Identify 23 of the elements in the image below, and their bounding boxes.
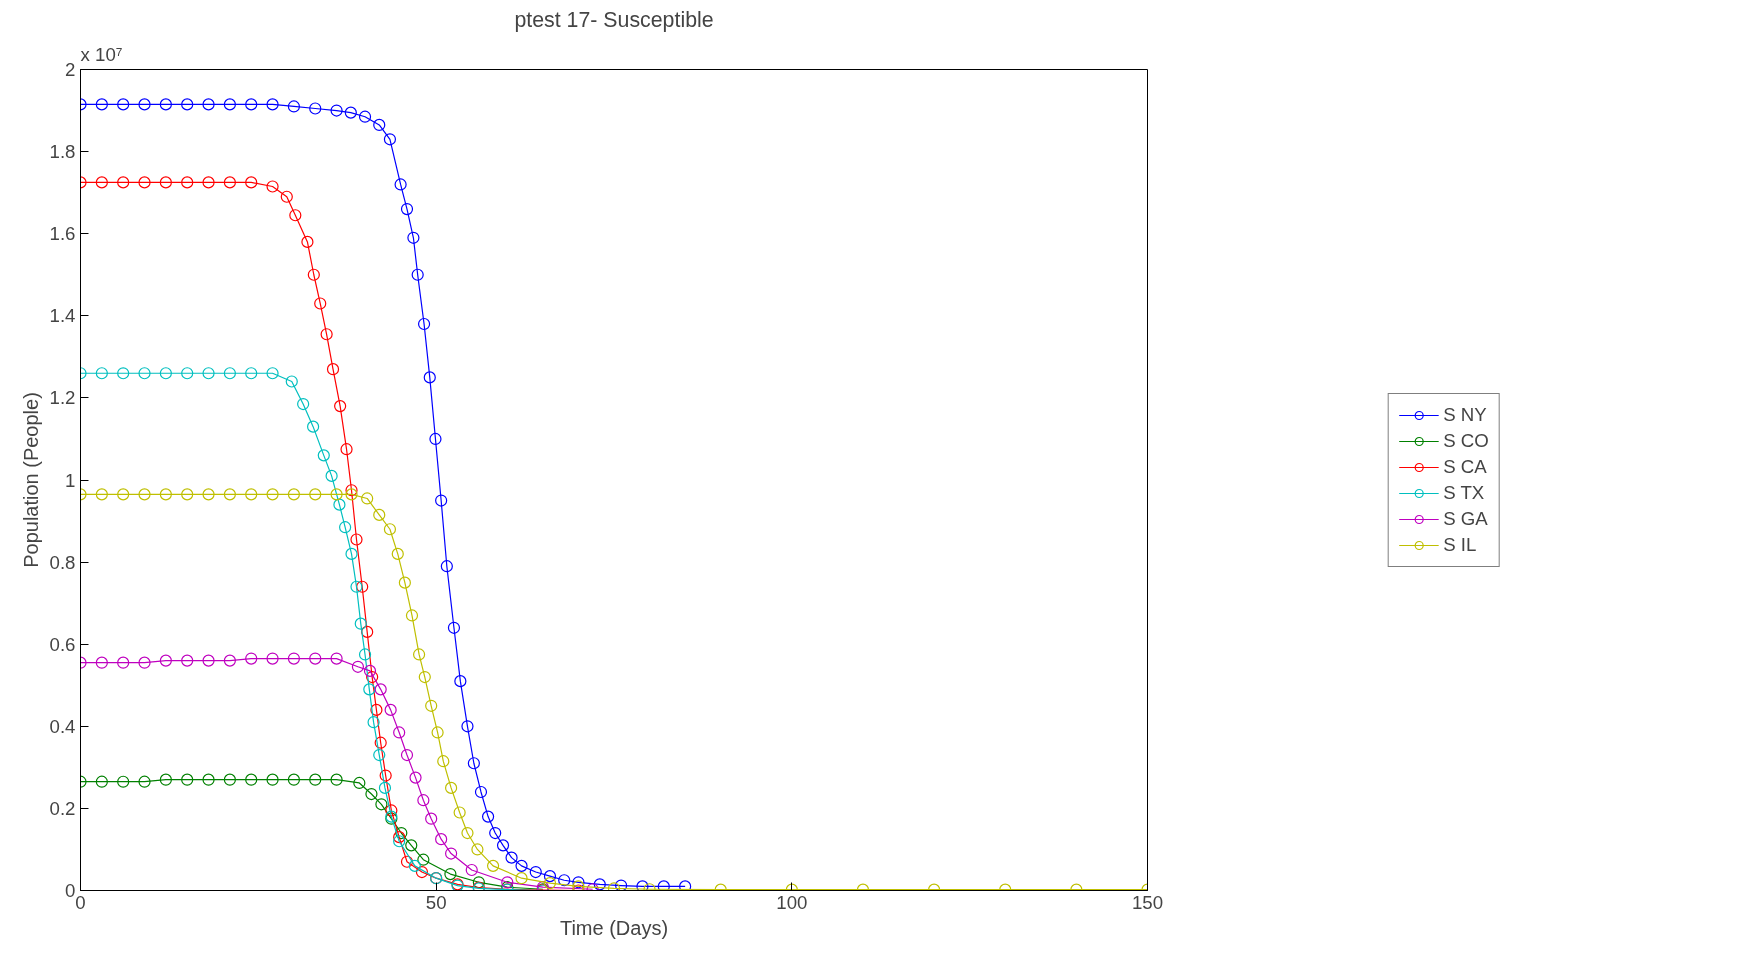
y-tick-label: 0.6: [49, 633, 76, 655]
x-tick-label: 150: [1131, 891, 1164, 913]
legend-label: S IL: [1443, 533, 1477, 556]
x-tick-label: 50: [425, 891, 447, 913]
y-tick-label: 0.8: [49, 551, 76, 573]
y-tick-label: 0.2: [49, 797, 76, 819]
y-tick-label: 1.4: [49, 305, 76, 327]
y-tick-label: 0.4: [49, 715, 76, 737]
legend-label: S CA: [1443, 455, 1487, 478]
legend-label: S TX: [1443, 481, 1485, 504]
legend-label: S NY: [1443, 403, 1487, 426]
legend-label: S CO: [1443, 429, 1489, 452]
y-tick-label: 1.2: [49, 387, 76, 409]
y-tick-label: 1: [65, 469, 76, 491]
y-tick-label: 1.6: [49, 223, 76, 245]
y-tick-label: 1.8: [49, 141, 76, 163]
legend-label: S GA: [1443, 507, 1488, 530]
x-axis-title: Time (Days): [559, 916, 669, 939]
y-axis-title: Population (People): [19, 392, 42, 568]
y-tick-label: 2: [65, 59, 76, 80]
x-tick-label: 100: [776, 891, 808, 913]
text: x 10⁷: [80, 43, 123, 65]
chart-title: ptest 17- Susceptible: [514, 7, 714, 32]
